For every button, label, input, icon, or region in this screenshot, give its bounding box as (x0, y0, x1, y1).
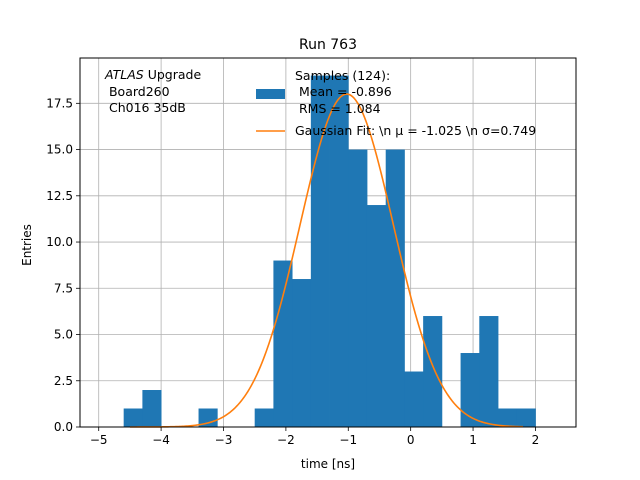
legend-bar-swatch (256, 89, 285, 99)
x-tick-label: 1 (469, 433, 477, 447)
axes-frame (79, 57, 577, 428)
histogram-bars (123, 75, 536, 428)
x-tick-label: −3 (215, 433, 233, 447)
histogram-bar (479, 316, 499, 427)
x-tick-label: −1 (339, 433, 357, 447)
x-tick-label: 0 (407, 433, 415, 447)
legend-rms-label: RMS = 1.084 (295, 101, 381, 116)
chart-title: Run 763 (299, 37, 357, 53)
histogram-bar (292, 279, 312, 427)
x-tick-label: 2 (532, 433, 540, 447)
ticks: −5 −4 −3 −2 −1 0 1 2 0.0 2.5 5.0 7.5 10.0 12.5 15.0 17.… (46, 96, 539, 447)
histogram-bar (310, 75, 330, 428)
y-tick-label: 5.0 (54, 328, 73, 342)
histogram-bar (329, 75, 349, 428)
histogram-bar (460, 353, 480, 427)
annotation-line-1: ATLAS Upgrade (104, 67, 201, 82)
atlas-annotation: ATLAS Upgrade Board260 Ch016 35dB (104, 67, 201, 115)
x-tick-label: −5 (90, 433, 108, 447)
histogram-bar (198, 408, 218, 427)
y-tick-label: 2.5 (54, 374, 73, 388)
x-axis-label: time [ns] (301, 457, 355, 471)
y-tick-label: 10.0 (46, 235, 73, 249)
histogram-bar (498, 408, 518, 427)
histogram-bar (404, 371, 424, 427)
legend-mean-label: Mean = -0.896 (295, 84, 392, 99)
legend-samples-label: Samples (124): (295, 68, 390, 83)
y-tick-label: 15.0 (46, 143, 73, 157)
histogram-bar (254, 408, 274, 427)
histogram-bar (516, 408, 536, 427)
annotation-italic: ATLAS (104, 67, 144, 82)
histogram-bar (273, 260, 293, 427)
legend-fit-label: Gaussian Fit: \n μ = -1.025 \n σ=0.749 (295, 123, 536, 138)
legend: Samples (124): Mean = -0.896 RMS = 1.084… (256, 68, 536, 138)
y-tick-label: 12.5 (46, 189, 73, 203)
histogram-bar (366, 205, 387, 427)
y-tick-label: 17.5 (46, 96, 73, 110)
histogram-bar (385, 149, 405, 427)
y-tick-label: 7.5 (54, 281, 73, 295)
y-axis-label: Entries (20, 224, 34, 266)
histogram-bar (123, 408, 143, 427)
annotation-channel: Ch016 35dB (105, 100, 186, 115)
annotation-rest: Upgrade (144, 67, 202, 82)
histogram-bar (142, 390, 162, 427)
gaussian-fit-line (129, 93, 523, 428)
annotation-board: Board260 (105, 84, 170, 99)
histogram-bar (423, 316, 443, 427)
histogram-bar (348, 149, 368, 427)
y-tick-label: 0.0 (54, 420, 73, 434)
x-tick-label: −4 (152, 433, 170, 447)
x-tick-label: −2 (277, 433, 295, 447)
